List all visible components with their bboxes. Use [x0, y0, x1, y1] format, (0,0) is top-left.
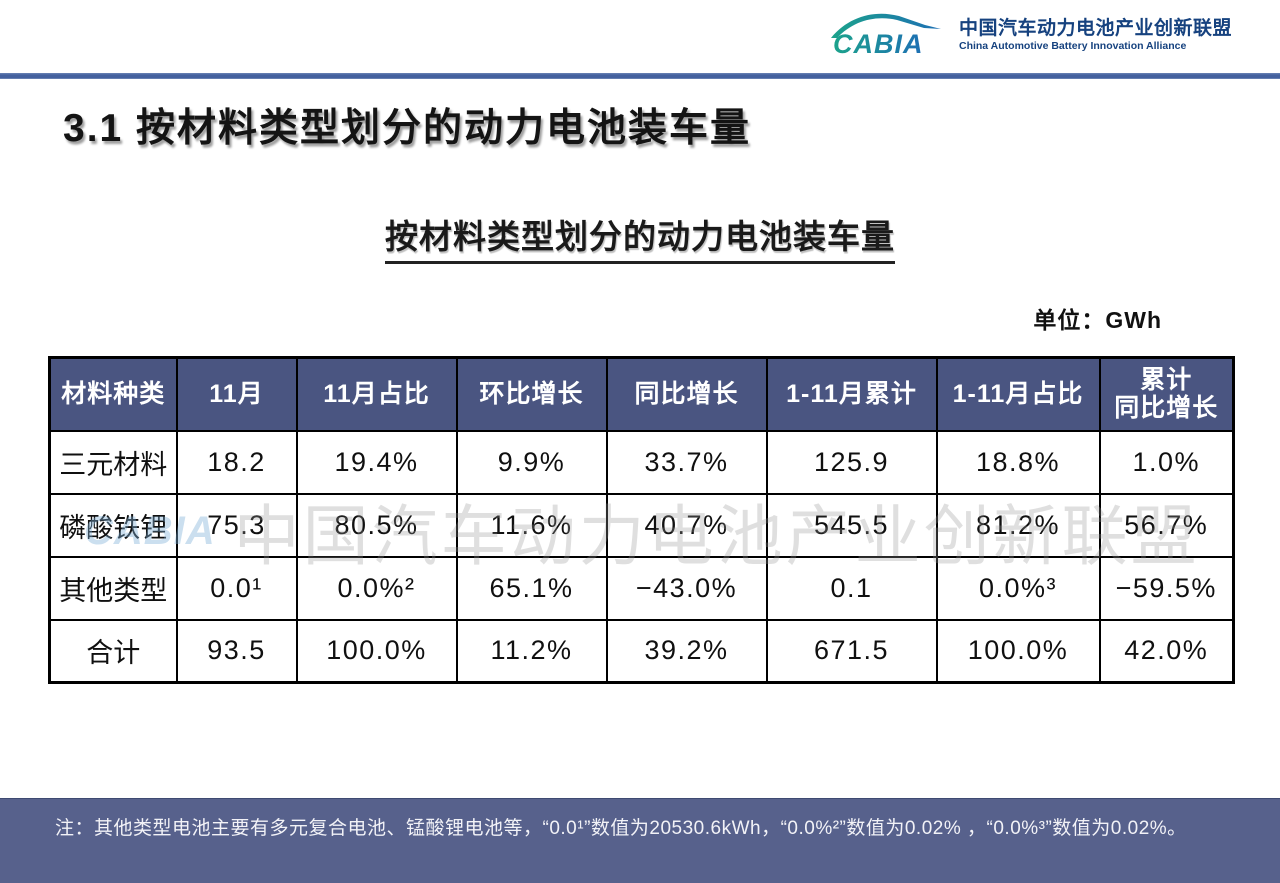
cell-value: 33.7%: [605, 429, 768, 495]
cell-value: 65.1%: [455, 555, 608, 621]
footnote-text: 注：其他类型电池主要有多元复合电池、锰酸锂电池等，“0.0¹”数值为20530.…: [55, 818, 1187, 839]
col-header-cumulative-yoy: 累计 同比增长: [1098, 356, 1235, 432]
brand-name-english: China Automotive Battery Innovation Alli…: [958, 40, 1187, 53]
col-header-cumulative-share: 1-11月占比: [935, 356, 1101, 432]
cell-material: 磷酸铁锂: [48, 492, 178, 558]
cell-value: 545.5: [765, 492, 938, 558]
brand-name-chinese: 中国汽车动力电池产业创新联盟: [958, 17, 1232, 39]
cell-value: 671.5: [765, 618, 938, 684]
table-header-row: 材料种类 11月 11月占比 环比增长 同比增长 1-11月累计 1-11月占比…: [48, 356, 1235, 432]
header-bar: CABIA 中国汽车动力电池产业创新联盟 China Automotive Ba…: [0, 0, 1280, 73]
table-row-lfp: 磷酸铁锂 75.3 80.5% 11.6% 40.7% 545.5 81.2% …: [48, 492, 1235, 558]
cell-value: 11.6%: [455, 492, 608, 558]
cell-material: 三元材料: [48, 429, 178, 495]
cell-value: 0.0¹: [175, 555, 298, 621]
brand-names: 中国汽车动力电池产业创新联盟 China Automotive Battery …: [959, 17, 1232, 54]
cell-value: 100.0%: [935, 618, 1101, 684]
cell-value: 1.0%: [1098, 429, 1235, 495]
cell-value: 40.7%: [605, 492, 768, 558]
cell-value: −59.5%: [1098, 555, 1235, 621]
cell-value: 0.0%³: [935, 555, 1101, 621]
table-title-wrap: 按材料类型划分的动力电池装车量: [0, 210, 1280, 264]
table-title: 按材料类型划分的动力电池装车量: [385, 210, 895, 264]
col-header-yoy-growth: 同比增长: [605, 356, 768, 432]
footnote-bar: 注：其他类型电池主要有多元复合电池、锰酸锂电池等，“0.0¹”数值为20530.…: [0, 798, 1280, 883]
cell-value: 125.9: [765, 429, 938, 495]
cell-value: 18.8%: [935, 429, 1101, 495]
col-header-cumulative: 1-11月累计: [765, 356, 938, 432]
cell-value: 42.0%: [1098, 618, 1235, 684]
cell-material: 其他类型: [48, 555, 178, 621]
cabia-logo-text: CABIA: [832, 29, 924, 59]
brand-logo: CABIA 中国汽车动力电池产业创新联盟 China Automotive Ba…: [827, 8, 1232, 62]
col-header-nov: 11月: [175, 356, 298, 432]
battery-material-table: 材料种类 11月 11月占比 环比增长 同比增长 1-11月累计 1-11月占比…: [48, 356, 1235, 684]
cell-value: 0.0%²: [295, 555, 458, 621]
cell-value: 39.2%: [605, 618, 768, 684]
cell-value: 9.9%: [455, 429, 608, 495]
table-row-total: 合计 93.5 100.0% 11.2% 39.2% 671.5 100.0% …: [48, 618, 1235, 684]
unit-label: 单位：GWh: [1033, 307, 1162, 333]
cell-value: −43.0%: [605, 555, 768, 621]
col-header-nov-share: 11月占比: [295, 356, 458, 432]
cell-value: 0.1: [765, 555, 938, 621]
section-title: 3.1 按材料类型划分的动力电池装车量: [63, 107, 752, 150]
cell-value: 75.3: [175, 492, 298, 558]
table-row-ternary: 三元材料 18.2 19.4% 9.9% 33.7% 125.9 18.8% 1…: [48, 429, 1235, 495]
cell-value: 93.5: [175, 618, 298, 684]
cabia-logo-icon: CABIA: [827, 8, 945, 62]
cell-value: 100.0%: [295, 618, 458, 684]
table-row-other: 其他类型 0.0¹ 0.0%² 65.1% −43.0% 0.1 0.0%³ −…: [48, 555, 1235, 621]
header-divider: [0, 73, 1280, 79]
cell-value: 19.4%: [295, 429, 458, 495]
cell-material: 合计: [48, 618, 178, 684]
cell-value: 80.5%: [295, 492, 458, 558]
cell-value: 56.7%: [1098, 492, 1235, 558]
cell-value: 18.2: [175, 429, 298, 495]
col-header-mom-growth: 环比增长: [455, 356, 608, 432]
cell-value: 81.2%: [935, 492, 1101, 558]
cell-value: 11.2%: [455, 618, 608, 684]
col-header-material: 材料种类: [48, 356, 178, 432]
